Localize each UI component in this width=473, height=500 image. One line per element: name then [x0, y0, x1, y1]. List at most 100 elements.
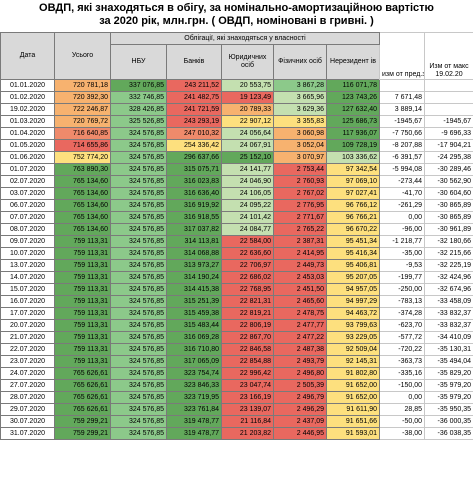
cell-change-prev[interactable]: -273,44	[379, 175, 426, 188]
cell-individuals[interactable]: 2 414,95	[273, 247, 327, 260]
cell-change-prev[interactable]: -374,28	[379, 307, 426, 320]
cell-date[interactable]: 16.07.2020	[0, 295, 55, 308]
cell-legal-entities[interactable]: 24 067,91	[221, 139, 274, 152]
cell-date[interactable]: 03.07.2020	[0, 187, 55, 200]
cell-banks[interactable]: 247 010,32	[166, 127, 222, 140]
cell-nonresidents[interactable]: 91 802,80	[325, 367, 381, 380]
cell-individuals[interactable]: 2 496,29	[273, 403, 327, 416]
cell-change-max[interactable]: -34 410,09	[424, 331, 473, 344]
cell-banks[interactable]: 323 719,95	[166, 391, 222, 404]
header-date[interactable]: Дата	[0, 32, 55, 80]
cell-individuals[interactable]: 2 437,09	[273, 415, 327, 428]
cell-nonresidents[interactable]: 92 145,31	[325, 355, 381, 368]
cell-nonresidents[interactable]: 103 336,62	[325, 151, 381, 164]
cell-total[interactable]: 765 134,60	[54, 175, 111, 188]
cell-nonresidents[interactable]: 97 342,54	[325, 163, 381, 176]
cell-individuals[interactable]: 2 477,77	[273, 319, 327, 332]
cell-nonresidents[interactable]: 93 229,05	[325, 331, 381, 344]
cell-change-max[interactable]: -35 494,04	[424, 355, 473, 368]
cell-change-prev[interactable]: -623,70	[379, 319, 426, 332]
cell-change-max[interactable]: -17 904,21	[424, 139, 473, 152]
cell-nbu[interactable]: 324 576,85	[110, 307, 167, 320]
cell-banks[interactable]: 316 710,80	[166, 343, 222, 356]
cell-change-max[interactable]	[424, 103, 473, 116]
cell-total[interactable]: 759 113,31	[54, 331, 111, 344]
cell-change-max[interactable]: -30 961,89	[424, 223, 473, 236]
cell-nonresidents[interactable]: 91 611,90	[325, 403, 381, 416]
cell-individuals[interactable]: 2 496,80	[273, 367, 327, 380]
cell-nbu[interactable]: 324 576,85	[110, 259, 167, 272]
cell-total[interactable]: 765 626,61	[54, 367, 111, 380]
cell-total[interactable]: 765 626,61	[54, 391, 111, 404]
cell-banks[interactable]: 323 754,74	[166, 367, 222, 380]
cell-change-max[interactable]: -30 562,90	[424, 175, 473, 188]
cell-legal-entities[interactable]: 22 996,42	[221, 367, 274, 380]
cell-nbu[interactable]: 324 576,85	[110, 139, 167, 152]
cell-change-prev[interactable]: 7 671,48	[379, 91, 426, 104]
cell-change-max[interactable]: -1945,67	[424, 115, 473, 128]
cell-date[interactable]: 29.07.2020	[0, 403, 55, 416]
cell-individuals[interactable]: 2 449,73	[273, 259, 327, 272]
cell-date[interactable]: 01.07.2020	[0, 163, 55, 176]
cell-nonresidents[interactable]: 94 463,72	[325, 307, 381, 320]
cell-change-prev[interactable]: -720,22	[379, 343, 426, 356]
cell-individuals[interactable]: 2 451,50	[273, 283, 327, 296]
header-individuals[interactable]: Фізичних осіб	[273, 44, 327, 80]
cell-legal-entities[interactable]: 22 854,88	[221, 355, 274, 368]
cell-change-max[interactable]: -33 458,09	[424, 295, 473, 308]
cell-banks[interactable]: 316 069,28	[166, 331, 222, 344]
cell-date[interactable]: 01.06.2020	[0, 151, 55, 164]
cell-nbu[interactable]: 324 576,85	[110, 175, 167, 188]
cell-total[interactable]: 752 774,20	[54, 151, 111, 164]
cell-change-prev[interactable]: -261,29	[379, 199, 426, 212]
cell-individuals[interactable]: 2 765,22	[273, 223, 327, 236]
cell-banks[interactable]: 296 637,66	[166, 151, 222, 164]
cell-nbu[interactable]: 324 576,85	[110, 127, 167, 140]
cell-change-max[interactable]: -35 950,35	[424, 403, 473, 416]
cell-banks[interactable]: 323 846,33	[166, 379, 222, 392]
cell-legal-entities[interactable]: 21 116,84	[221, 415, 274, 428]
cell-total[interactable]: 759 113,31	[54, 259, 111, 272]
cell-nbu[interactable]: 324 576,85	[110, 331, 167, 344]
cell-banks[interactable]: 315 075,71	[166, 163, 222, 176]
cell-individuals[interactable]: 2 446,95	[273, 427, 327, 440]
cell-change-max[interactable]: -9 696,33	[424, 127, 473, 140]
cell-nonresidents[interactable]: 95 416,34	[325, 247, 381, 260]
cell-legal-entities[interactable]: 22 907,12	[221, 115, 274, 128]
cell-nbu[interactable]: 325 526,85	[110, 115, 167, 128]
cell-nbu[interactable]: 337 076,85	[110, 79, 167, 92]
cell-individuals[interactable]: 2 760,93	[273, 175, 327, 188]
cell-nonresidents[interactable]: 96 766,21	[325, 211, 381, 224]
cell-banks[interactable]: 315 483,44	[166, 319, 222, 332]
cell-total[interactable]: 759 113,31	[54, 355, 111, 368]
cell-change-prev[interactable]: -1945,67	[379, 115, 426, 128]
cell-individuals[interactable]: 2 478,75	[273, 307, 327, 320]
cell-change-prev[interactable]: -50,00	[379, 415, 426, 428]
cell-legal-entities[interactable]: 22 806,19	[221, 319, 274, 332]
cell-change-max[interactable]: -36 038,35	[424, 427, 473, 440]
cell-date[interactable]: 08.07.2020	[0, 223, 55, 236]
cell-date[interactable]: 06.07.2020	[0, 199, 55, 212]
cell-nbu[interactable]: 324 576,85	[110, 295, 167, 308]
cell-banks[interactable]: 317 065,09	[166, 355, 222, 368]
cell-date[interactable]: 01.01.2020	[0, 79, 55, 92]
header-nonresidents[interactable]: Нерезидент ів	[325, 44, 381, 80]
cell-date[interactable]: 01.05.2020	[0, 139, 55, 152]
cell-legal-entities[interactable]: 22 584,00	[221, 235, 274, 248]
cell-nbu[interactable]: 324 576,85	[110, 415, 167, 428]
cell-individuals[interactable]: 3 060,98	[273, 127, 327, 140]
cell-date[interactable]: 30.07.2020	[0, 415, 55, 428]
cell-individuals[interactable]: 2 771,67	[273, 211, 327, 224]
cell-total[interactable]: 765 134,60	[54, 199, 111, 212]
cell-nbu[interactable]: 332 746,85	[110, 91, 167, 104]
cell-individuals[interactable]: 2 477,22	[273, 331, 327, 344]
cell-nbu[interactable]: 324 576,85	[110, 403, 167, 416]
cell-change-prev[interactable]: -363,73	[379, 355, 426, 368]
cell-legal-entities[interactable]: 22 636,60	[221, 247, 274, 260]
cell-date[interactable]: 02.07.2020	[0, 175, 55, 188]
cell-legal-entities[interactable]: 22 821,31	[221, 295, 274, 308]
cell-change-max[interactable]: -32 225,19	[424, 259, 473, 272]
cell-change-prev[interactable]: -335,16	[379, 367, 426, 380]
cell-date[interactable]: 17.07.2020	[0, 307, 55, 320]
cell-nonresidents[interactable]: 95 451,34	[325, 235, 381, 248]
